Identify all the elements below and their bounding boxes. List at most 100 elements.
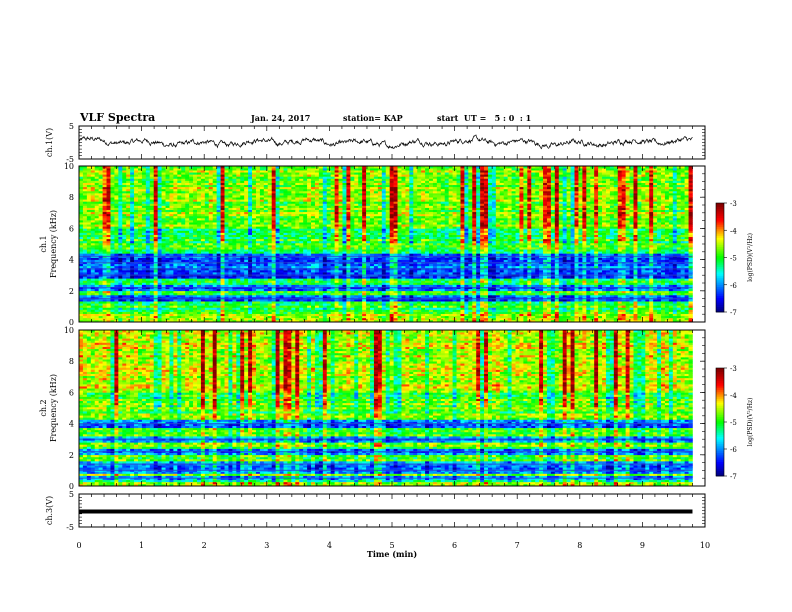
psd-cell	[221, 318, 225, 320]
psd-cell	[181, 318, 185, 320]
psd-cell	[83, 264, 87, 266]
psd-cell	[681, 301, 685, 303]
psd-cell	[189, 318, 193, 320]
psd-cell	[661, 282, 665, 284]
psd-cell	[114, 266, 118, 268]
psd-cell	[480, 305, 484, 307]
psd-cell	[405, 318, 409, 320]
psd-cell	[315, 305, 319, 307]
psd-cell	[445, 272, 449, 274]
psd-cell	[606, 318, 610, 320]
psd-cell	[618, 264, 622, 266]
psd-cell	[488, 293, 492, 295]
psd-cell	[460, 301, 464, 303]
psd-cell	[295, 276, 299, 278]
psd-cell	[669, 289, 673, 291]
psd-cell	[472, 295, 476, 297]
psd-cell	[252, 312, 256, 314]
psd-cell	[79, 299, 83, 301]
psd-cell	[630, 289, 634, 291]
psd-cell	[508, 301, 512, 303]
psd-cell	[492, 258, 496, 260]
psd-cell	[299, 291, 303, 293]
psd-cell	[425, 310, 429, 312]
psd-cell	[236, 260, 240, 262]
psd-cell	[91, 278, 95, 280]
psd-cell	[307, 260, 311, 262]
psd-cell	[268, 299, 272, 301]
psd-cell	[205, 318, 209, 320]
psd-cell	[594, 266, 598, 268]
psd-cell	[437, 258, 441, 260]
psd-cell	[331, 285, 335, 287]
psd-cell	[622, 289, 626, 291]
psd-cell	[189, 276, 193, 278]
psd-cell	[457, 258, 461, 260]
psd-cell	[523, 307, 527, 309]
psd-cell	[362, 264, 366, 266]
psd-cell	[413, 314, 417, 316]
psd-cell	[441, 312, 445, 314]
psd-cell	[232, 299, 236, 301]
psd-cell	[91, 312, 95, 314]
psd-cell	[103, 266, 107, 268]
psd-cell	[610, 270, 614, 272]
psd-cell	[177, 289, 181, 291]
psd-cell	[586, 282, 590, 284]
psd-cell	[169, 264, 173, 266]
psd-cell	[323, 314, 327, 316]
psd-cell	[531, 299, 535, 301]
psd-cell	[342, 314, 346, 316]
psd-cell	[169, 314, 173, 316]
psd-cell	[295, 264, 299, 266]
psd-cell	[626, 276, 630, 278]
psd-cell	[488, 280, 492, 282]
psd-cell	[512, 299, 516, 301]
psd-cell	[578, 307, 582, 309]
psd-cell	[181, 305, 185, 307]
psd-cell	[480, 314, 484, 316]
psd-cell	[319, 291, 323, 293]
psd-cell	[221, 278, 225, 280]
psd-cell	[405, 303, 409, 305]
psd-cell	[122, 260, 126, 262]
psd-cell	[362, 318, 366, 320]
psd-cell	[405, 272, 409, 274]
psd-cell	[401, 270, 405, 272]
psd-cell	[256, 276, 260, 278]
psd-cell	[535, 310, 539, 312]
psd-cell	[374, 316, 378, 318]
psd-cell	[319, 282, 323, 284]
psd-cell	[563, 303, 567, 305]
psd-cell	[374, 260, 378, 262]
psd-cell	[197, 293, 201, 295]
psd-cell	[618, 266, 622, 268]
psd-cell	[287, 282, 291, 284]
psd-cell	[519, 299, 523, 301]
psd-cell	[354, 278, 358, 280]
psd-cell	[122, 291, 126, 293]
psd-cell	[244, 289, 248, 291]
psd-cell	[103, 258, 107, 260]
psd-cell	[637, 301, 641, 303]
psd-cell	[645, 280, 649, 282]
psd-cell	[622, 270, 626, 272]
psd-cell	[641, 280, 645, 282]
psd-cell	[685, 295, 689, 297]
psd-cell	[519, 272, 523, 274]
psd-cell	[244, 310, 248, 312]
psd-cell	[484, 258, 488, 260]
psd-cell	[201, 272, 205, 274]
psd-cell	[213, 264, 217, 266]
psd-cell	[413, 303, 417, 305]
psd-cell	[327, 285, 331, 287]
psd-cell	[633, 314, 637, 316]
psd-cell	[378, 295, 382, 297]
psd-cell	[91, 301, 95, 303]
psd-cell	[445, 270, 449, 272]
psd-cell	[107, 258, 111, 260]
psd-cell	[602, 291, 606, 293]
psd-cell	[358, 280, 362, 282]
psd-cell	[571, 272, 575, 274]
psd-cell	[201, 295, 205, 297]
